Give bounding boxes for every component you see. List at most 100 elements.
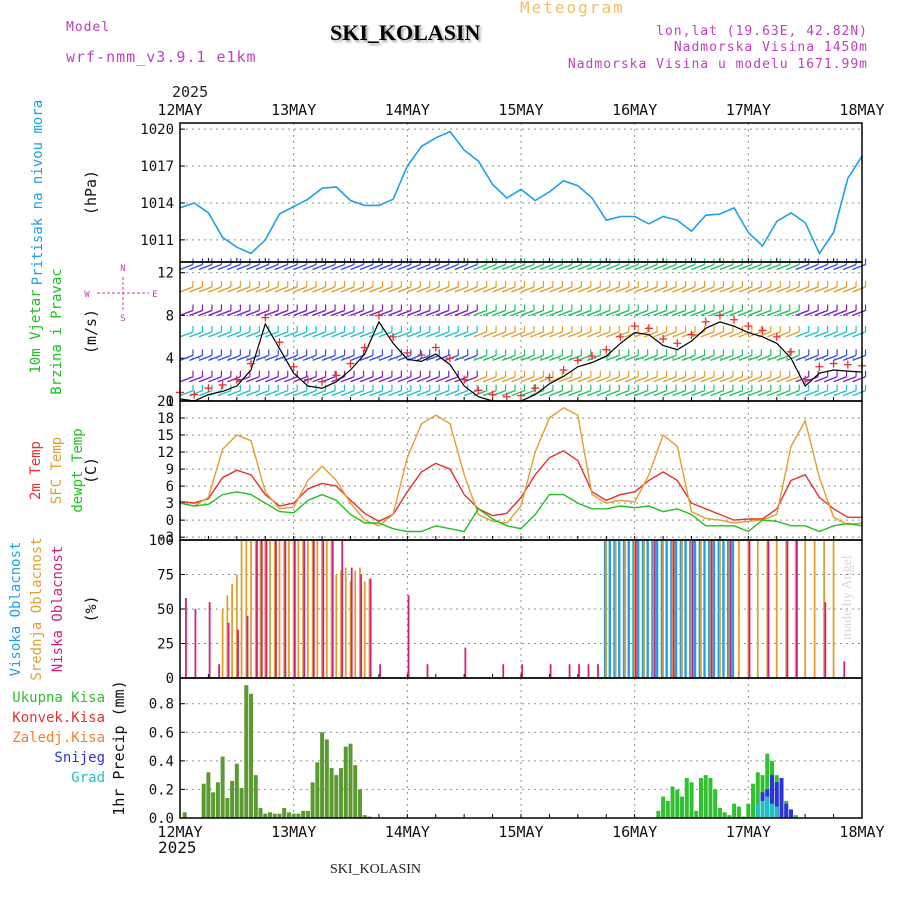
wind-barb bbox=[359, 331, 374, 338]
y-tick-label: 75 bbox=[157, 568, 174, 584]
wind-barb bbox=[426, 390, 440, 397]
wind-barb bbox=[463, 263, 478, 271]
wind-barb bbox=[331, 376, 345, 383]
wind-barb bbox=[776, 309, 791, 317]
year-bottom: 2025 bbox=[158, 838, 197, 857]
wind-barb bbox=[473, 286, 487, 293]
wind-barb bbox=[236, 286, 251, 293]
wind-barb bbox=[302, 286, 317, 293]
wind-barb bbox=[634, 376, 648, 383]
pressure-line bbox=[179, 130, 863, 256]
precip-bar bbox=[770, 775, 775, 818]
wind-barb bbox=[492, 376, 506, 383]
wind-barb bbox=[274, 376, 288, 383]
meteogram-label: Meteogram bbox=[520, 0, 625, 17]
wind-barb bbox=[227, 263, 241, 271]
wind-barb bbox=[227, 390, 241, 397]
wind-barb bbox=[208, 354, 222, 362]
wind-barb bbox=[776, 390, 791, 397]
side-label: 10m Vjetar bbox=[28, 289, 44, 373]
wind-barb bbox=[208, 376, 222, 383]
precip-bar bbox=[760, 800, 765, 818]
wind-barb bbox=[776, 331, 791, 338]
wind-barb bbox=[454, 309, 468, 317]
wind-barb bbox=[757, 309, 772, 317]
y-tick-label: 1017 bbox=[140, 159, 174, 175]
wind-barb bbox=[444, 309, 459, 317]
wind-barb bbox=[378, 376, 393, 383]
precip-bar bbox=[277, 813, 282, 818]
x-tick-label-bottom: 18MAY bbox=[839, 823, 884, 841]
wind-barb bbox=[369, 354, 383, 362]
wind-barb bbox=[615, 286, 629, 293]
wind-barb bbox=[501, 331, 516, 338]
wind-barb bbox=[435, 309, 450, 317]
precip-bar bbox=[230, 780, 235, 818]
wind-barb bbox=[321, 309, 336, 317]
wind-barb bbox=[700, 376, 715, 383]
wind-barb bbox=[189, 263, 203, 271]
wind-barb bbox=[795, 309, 809, 317]
wind-barb bbox=[729, 390, 743, 397]
wind-barb bbox=[568, 376, 582, 383]
y-tick-label: 8 bbox=[166, 308, 174, 324]
y-tick-label: 0.4 bbox=[149, 754, 174, 770]
wind-barb bbox=[274, 309, 288, 317]
precip-bar bbox=[353, 765, 358, 818]
wind-barb bbox=[208, 286, 222, 293]
x-tick-label-top: 18MAY bbox=[839, 101, 884, 119]
wind-barb bbox=[189, 354, 203, 362]
precip-bar bbox=[774, 782, 779, 818]
wind-barb bbox=[568, 286, 582, 293]
wind-barb bbox=[804, 390, 819, 397]
wind-barb bbox=[397, 390, 412, 397]
wind-barb bbox=[198, 390, 213, 397]
wind-barb bbox=[729, 331, 743, 338]
y-tick-label: 4 bbox=[166, 351, 174, 367]
y-tick-label: 0.8 bbox=[149, 697, 174, 713]
wind-barb bbox=[672, 354, 686, 362]
wind-barb bbox=[246, 263, 260, 271]
wind-barb bbox=[293, 331, 307, 338]
side-label: Srednja Oblacnost bbox=[29, 537, 45, 680]
wind-barb bbox=[179, 390, 194, 397]
wind-barb bbox=[539, 286, 554, 293]
wind-barb bbox=[293, 390, 307, 397]
precip-bar bbox=[253, 775, 258, 818]
wind-barb bbox=[482, 309, 497, 317]
wind-barb bbox=[369, 331, 383, 338]
precip-bar bbox=[722, 812, 727, 818]
precip-bar bbox=[357, 789, 362, 818]
wind-barb bbox=[662, 286, 677, 293]
wind-barb bbox=[672, 376, 686, 383]
wind-barb bbox=[852, 376, 866, 383]
wind-barb bbox=[634, 390, 648, 397]
panel-wind bbox=[97, 258, 867, 402]
wind-barb bbox=[653, 376, 667, 383]
wind-barb bbox=[312, 263, 326, 271]
x-tick-label-bottom: 17MAY bbox=[726, 823, 771, 841]
gust-marker bbox=[431, 343, 440, 352]
wind-barb bbox=[255, 390, 270, 397]
wind-barb bbox=[700, 331, 715, 338]
wind-barb bbox=[587, 309, 601, 317]
y-tick-label: 0 bbox=[166, 671, 174, 687]
wind-barb bbox=[738, 376, 753, 383]
wind-barb bbox=[444, 263, 459, 271]
wind-barb bbox=[691, 354, 705, 362]
wind-barb bbox=[624, 309, 639, 317]
wind-barb bbox=[596, 263, 611, 271]
wind-barb bbox=[643, 354, 658, 362]
wind-barb bbox=[283, 286, 298, 293]
wind-barb bbox=[795, 331, 809, 338]
wind-barb bbox=[293, 286, 307, 293]
wind-barb bbox=[852, 286, 866, 293]
gust-marker bbox=[701, 317, 710, 326]
wind-barb bbox=[577, 286, 592, 293]
wind-barb bbox=[549, 286, 563, 293]
gust-marker bbox=[289, 362, 298, 371]
wind-barb bbox=[615, 376, 629, 383]
wind-barb bbox=[814, 354, 828, 362]
wind-barb bbox=[729, 354, 743, 362]
wind-barb bbox=[814, 286, 828, 293]
